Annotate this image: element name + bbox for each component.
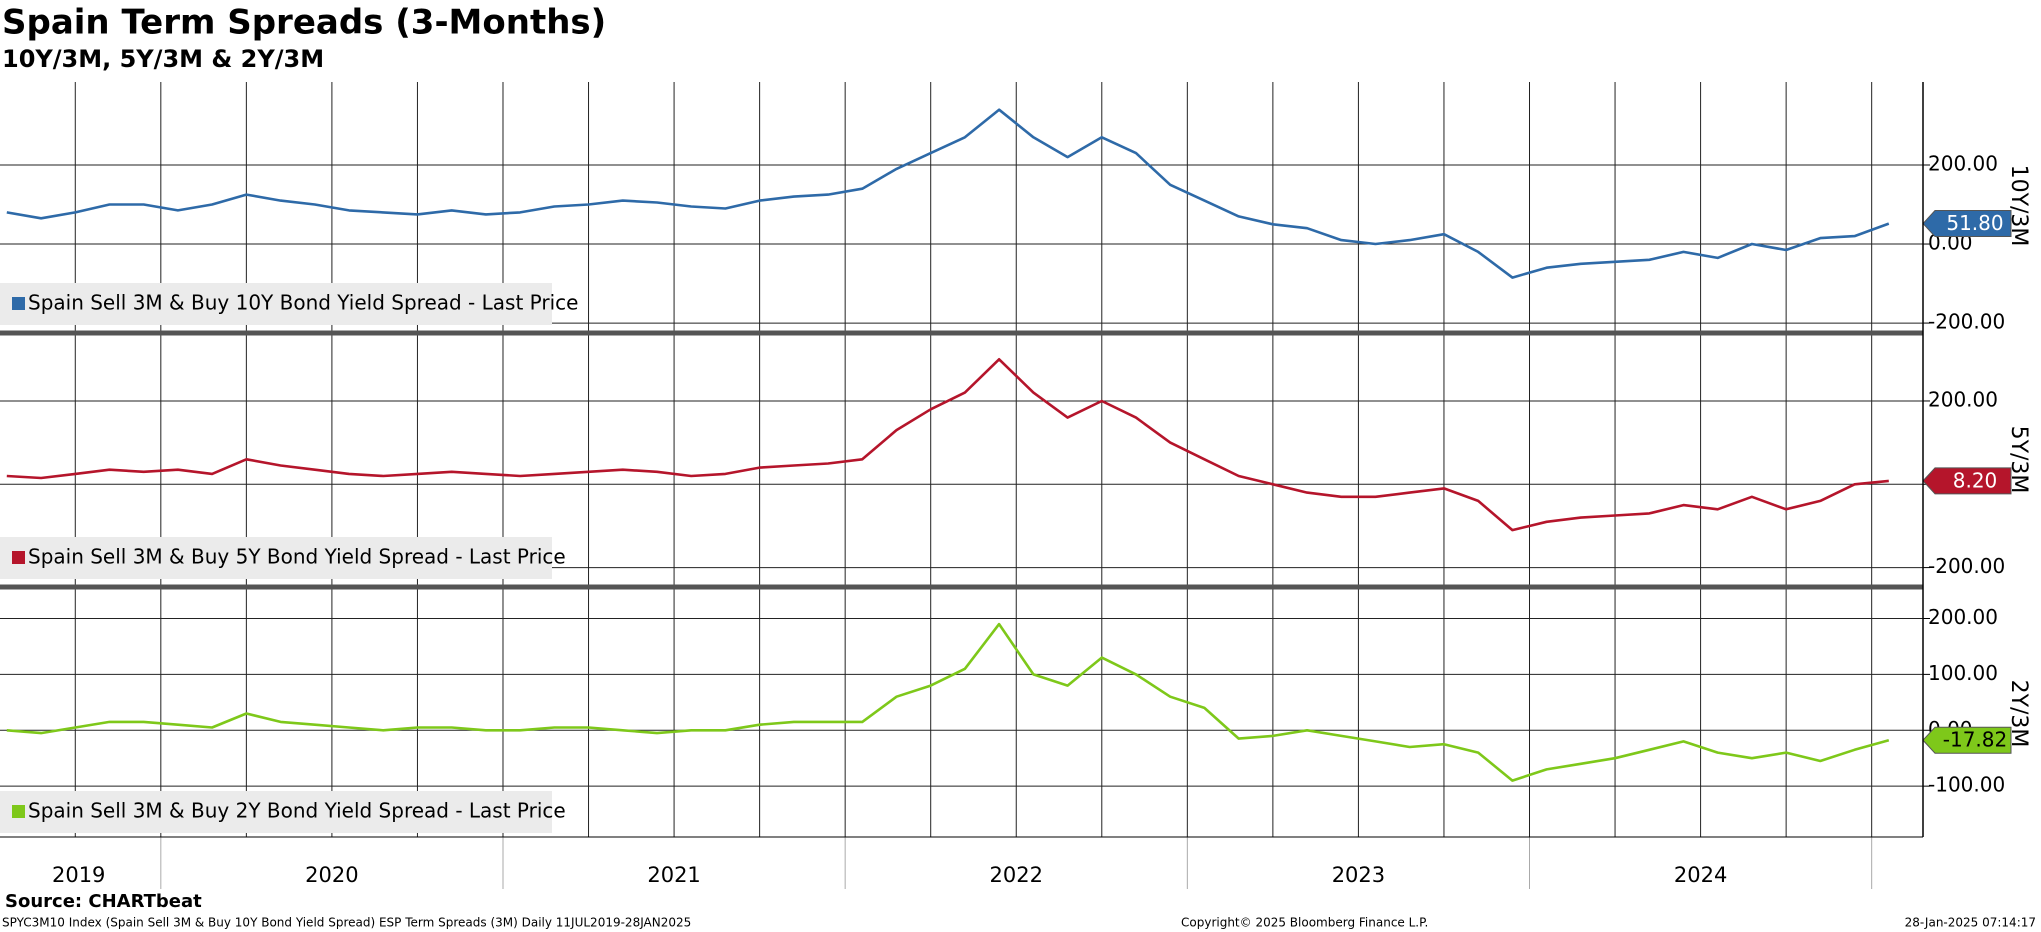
y-tick-label: 100.00 xyxy=(1928,661,1998,685)
x-tick-label: 2024 xyxy=(1674,863,1727,887)
x-tick-label: 2022 xyxy=(990,863,1043,887)
last-price-box xyxy=(1922,467,2012,495)
x-tick-label: 2021 xyxy=(647,863,700,887)
series-line xyxy=(6,622,1890,782)
y-tick-label: 200.00 xyxy=(1928,151,1998,175)
series-line xyxy=(6,358,1889,532)
legend-background xyxy=(0,791,552,833)
legend-label: Spain Sell 3M & Buy 5Y Bond Yield Spread… xyxy=(28,545,566,569)
timestamp: 28-Jan-2025 07:14:17 xyxy=(1905,916,2036,930)
footer-description: SPYC3M10 Index (Spain Sell 3M & Buy 10Y … xyxy=(2,916,691,930)
x-tick-label: 2019 xyxy=(52,863,105,887)
series-line xyxy=(6,108,1890,279)
y-tick-label: 200.00 xyxy=(1928,605,1998,629)
legend-background xyxy=(0,537,552,579)
legend-swatch xyxy=(12,297,25,310)
y-tick-label: -200.00 xyxy=(1928,310,2005,334)
y-tick-label: 200.00 xyxy=(1928,387,1998,411)
last-price-label: 51.80 xyxy=(1946,211,2003,235)
last-price-box xyxy=(1922,210,2012,238)
copyright: Copyright© 2025 Bloomberg Finance L.P. xyxy=(1181,916,1428,930)
last-price-label: 8.20 xyxy=(1953,468,1998,492)
legend-swatch xyxy=(12,551,25,564)
legend-label: Spain Sell 3M & Buy 2Y Bond Yield Spread… xyxy=(28,799,566,823)
legend-background xyxy=(0,283,552,325)
last-price-tag: -17.82 xyxy=(1922,726,2012,754)
legend-swatch xyxy=(12,805,25,818)
last-price-tag: 8.20 xyxy=(1922,467,2012,495)
chart-title: Spain Term Spreads (3-Months) xyxy=(2,3,606,43)
last-price-tag: 51.80 xyxy=(1922,210,2012,238)
y-tick-label: -100.00 xyxy=(1928,773,2005,797)
source: Source: CHARTbeat xyxy=(5,891,202,912)
x-tick-label: 2023 xyxy=(1332,863,1385,887)
last-price-box xyxy=(1922,726,2012,754)
y-tick-label: -200.00 xyxy=(1928,554,2005,578)
chart-subtitle: 10Y/3M, 5Y/3M & 2Y/3M xyxy=(2,45,324,73)
grid-layer xyxy=(74,82,1873,889)
x-tick-label: 2020 xyxy=(305,863,358,887)
legend-label: Spain Sell 3M & Buy 10Y Bond Yield Sprea… xyxy=(28,291,578,315)
last-price-label: -17.82 xyxy=(1943,728,2007,752)
